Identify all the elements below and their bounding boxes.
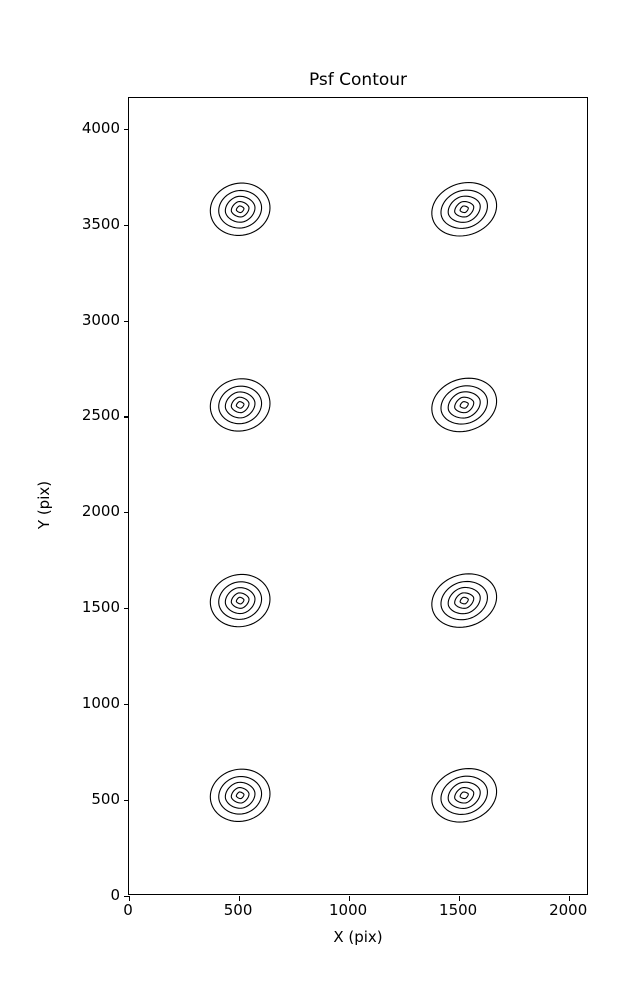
contour-level-line [230,592,250,609]
x-tick-label: 0 [123,901,133,919]
contour-level-line [209,378,271,432]
contour-level-line [224,391,256,419]
contour-level-line [440,580,488,621]
psf-contour-source [431,767,498,823]
y-tick-mark [124,224,129,226]
contour-level-line [440,775,488,815]
y-tick-label: 2500 [81,406,120,425]
contour-level-line [431,767,498,823]
y-tick-mark [124,704,129,706]
contour-level-line [224,781,256,809]
contour-level-line [447,586,481,615]
contour-level-line [235,596,245,605]
y-tick-label: 2000 [81,502,120,521]
contour-level-line [224,195,256,223]
x-tick-label: 1500 [439,901,478,919]
page-title: Psf Contour [308,70,408,90]
psf-contour-source [431,573,498,628]
contour-level-line [454,396,475,414]
x-tick-mark [239,896,241,901]
contour-level-line [440,385,488,425]
x-axis-tick-labels: 0 500 1000 1500 2000 [123,901,588,925]
psf-contour-source [209,573,271,628]
psf-contour-source [209,182,271,236]
y-tick-mark [124,512,129,514]
contour-level-line [459,205,469,214]
contour-level-line [459,401,469,409]
y-tick-label: 1000 [81,694,120,713]
y-tick-label: 1500 [81,598,120,617]
contour-level-line [440,189,488,229]
x-tick-label: 500 [223,901,253,919]
x-tick-mark [349,896,351,901]
contour-level-line [447,195,481,223]
y-tick-label: 500 [91,790,120,809]
psf-contour-source [431,181,498,237]
contour-level-line [447,391,481,419]
contour-level-line [454,592,475,609]
contour-plot [209,181,498,823]
contour-level-line [459,596,469,605]
axes-frame [124,97,588,901]
contour-level-line [230,787,250,804]
y-tick-label: 3000 [81,310,120,329]
y-tick-mark [124,800,129,802]
y-tick-label: 4000 [81,118,120,137]
contour-level-line [454,787,475,804]
y-axis-label: Y (pix) [35,480,53,530]
contour-level-line [230,200,250,218]
y-tick-label: 3500 [81,214,120,233]
contour-level-line [431,573,498,628]
contour-level-line [218,189,263,229]
psf-contour-source [209,768,271,823]
x-tick-mark [569,896,571,901]
contour-level-line [224,587,256,615]
x-tick-mark [459,896,461,901]
y-axis-tick-labels: 0 500 1000 1500 2000 2500 3000 3500 4000 [58,97,120,904]
contour-level-line [459,791,469,800]
contour-level-line [218,385,263,425]
psf-contour-source [431,377,498,433]
x-tick-mark [129,896,131,901]
contour-level-line [235,401,245,409]
psf-contour-source [209,378,271,432]
contour-level-line [431,377,498,433]
contour-level-line [235,205,245,214]
x-axis-label: X (pix) [333,928,383,946]
y-tick-mark [124,896,129,898]
contour-level-line [218,581,263,620]
contour-level-line [209,573,271,628]
y-tick-mark [124,416,129,418]
contour-level-line [447,781,481,809]
x-tick-label: 1000 [329,901,368,919]
contour-level-line [218,775,263,815]
y-tick-mark [124,608,129,610]
x-tick-label: 2000 [549,901,588,919]
contour-level-line [209,182,271,236]
y-tick-mark [124,320,129,322]
contour-level-line [209,768,271,823]
contour-level-line [235,791,245,800]
contour-level-line [431,181,498,237]
contour-level-line [454,200,475,218]
contour-level-line [230,396,250,414]
y-tick-label: 0 [110,886,120,904]
plot-area [129,98,587,894]
y-tick-mark [124,128,129,130]
